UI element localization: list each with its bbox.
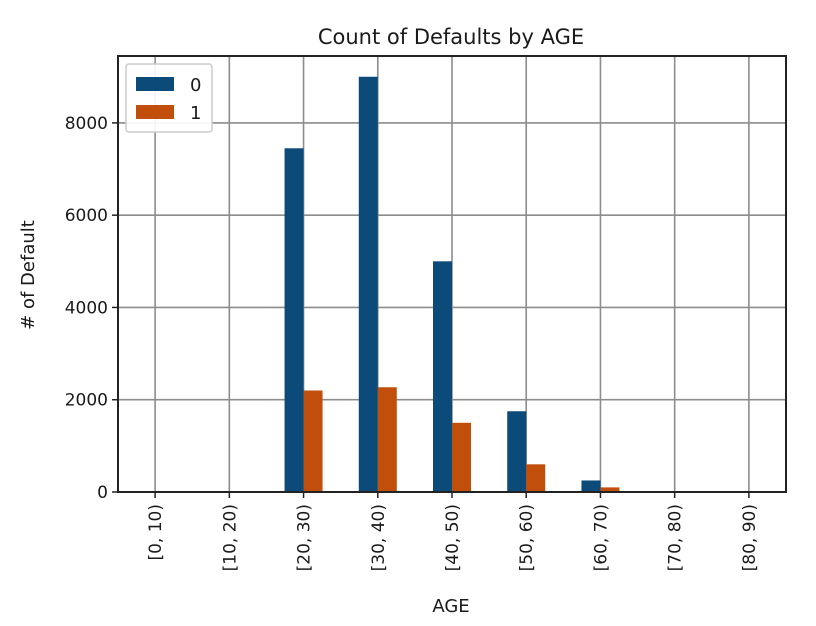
- y-tick-label: 6000: [65, 206, 108, 226]
- bar-series-0: [433, 261, 452, 492]
- bars: [284, 76, 620, 492]
- bar-series-1: [526, 464, 546, 492]
- y-axis: 0 2000 4000 6000 8000: [65, 114, 118, 503]
- legend-label: 0: [190, 75, 201, 96]
- x-tick-label: [50, 60): [517, 504, 537, 571]
- bar-series-1: [452, 422, 471, 492]
- chart-title: Count of Defaults by AGE: [318, 25, 584, 49]
- bar-series-1: [377, 387, 397, 492]
- x-tick-label: [10, 20): [220, 504, 240, 571]
- x-axis: [0, 10) [10, 20) [20, 30) [30, 40) [40, 50) […: [146, 492, 760, 571]
- x-tick-label: [40, 50): [443, 504, 463, 571]
- x-tick-label: [0, 10): [146, 504, 166, 561]
- x-tick-label: [30, 40): [369, 504, 389, 571]
- y-tick-label: 0: [97, 483, 108, 503]
- legend-swatch: [136, 105, 174, 119]
- bar-series-1: [600, 487, 620, 492]
- bar-series-0: [284, 148, 304, 492]
- y-tick-label: 8000: [65, 114, 108, 134]
- x-tick-label: [80, 90): [740, 504, 760, 571]
- y-axis-title: # of Default: [18, 220, 39, 330]
- bar-series-0: [581, 480, 601, 492]
- bar-series-0: [507, 411, 527, 492]
- legend-label: 1: [190, 103, 201, 124]
- x-axis-title: AGE: [432, 596, 469, 617]
- x-tick-label: [60, 70): [591, 504, 611, 571]
- bar-series-1: [303, 390, 323, 492]
- x-tick-label: [20, 30): [295, 504, 315, 571]
- legend-swatch: [136, 77, 174, 91]
- y-tick-label: 2000: [65, 391, 108, 411]
- bar-series-0: [358, 76, 378, 492]
- legend: 01: [125, 63, 213, 133]
- y-tick-label: 4000: [65, 298, 108, 318]
- x-tick-label: [70, 80): [666, 504, 686, 571]
